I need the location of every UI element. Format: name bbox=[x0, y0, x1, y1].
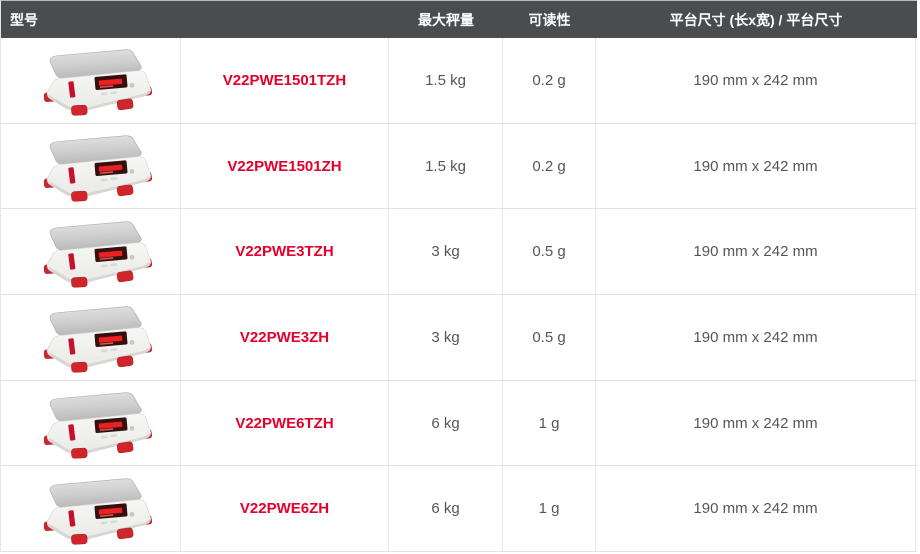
platform-size-value: 190 mm x 242 mm bbox=[693, 71, 818, 89]
bench-scale-product-image[interactable] bbox=[16, 298, 166, 376]
header-cell-capacity: 最大秤量 bbox=[418, 11, 474, 28]
table-row: V22PWE3TZH 3 kg 0.5 g 190 mm x 242 mm bbox=[1, 209, 917, 296]
readability-value: 1 g bbox=[538, 414, 560, 432]
table-row: V22PWE1501ZH 1.5 kg 0.2 g 190 mm x 242 m… bbox=[1, 123, 917, 210]
capacity-value: 6 kg bbox=[431, 414, 460, 432]
capacity-value: 1.5 kg bbox=[425, 157, 466, 175]
table-header-row: 型号 最大秤量 可读性 平台尺寸 (长x宽) / 平台尺寸 bbox=[1, 1, 917, 38]
platform-size-value: 190 mm x 242 mm bbox=[693, 414, 818, 432]
model-link[interactable]: V22PWE1501ZH bbox=[227, 157, 342, 175]
product-image-cell[interactable] bbox=[1, 295, 181, 380]
capacity-value: 6 kg bbox=[431, 500, 460, 518]
bench-scale-product-image[interactable] bbox=[16, 213, 166, 291]
product-image-cell[interactable] bbox=[1, 38, 181, 123]
platform-size-value: 190 mm x 242 mm bbox=[693, 243, 818, 261]
readability-value: 0.5 g bbox=[532, 328, 566, 346]
bench-scale-product-image[interactable] bbox=[16, 384, 166, 462]
model-link[interactable]: V22PWE3ZH bbox=[239, 328, 330, 346]
bench-scale-product-image[interactable] bbox=[16, 470, 166, 548]
capacity-value: 3 kg bbox=[431, 328, 460, 346]
table-row: V22PWE6ZH 6 kg 1 g 190 mm x 242 mm bbox=[1, 466, 917, 553]
readability-value: 1 g bbox=[538, 500, 560, 518]
platform-size-value: 190 mm x 242 mm bbox=[693, 328, 818, 346]
capacity-value: 3 kg bbox=[431, 243, 460, 261]
header-cell-readability: 可读性 bbox=[528, 11, 571, 28]
model-link[interactable]: V22PWE3TZH bbox=[235, 243, 334, 261]
readability-value: 0.2 g bbox=[532, 71, 566, 89]
table-row: V22PWE3ZH 3 kg 0.5 g 190 mm x 242 mm bbox=[1, 295, 917, 381]
bench-scale-product-image[interactable] bbox=[16, 127, 166, 205]
bench-scale-product-image[interactable] bbox=[16, 41, 166, 119]
product-image-cell[interactable] bbox=[1, 209, 181, 295]
product-image-cell[interactable] bbox=[1, 380, 181, 466]
product-image-cell[interactable] bbox=[1, 123, 181, 209]
readability-value: 0.2 g bbox=[532, 157, 566, 175]
header-cell-model: 型号 bbox=[10, 11, 38, 28]
header-cell-platform: 平台尺寸 (长x宽) / 平台尺寸 bbox=[669, 11, 843, 28]
capacity-value: 1.5 kg bbox=[425, 71, 466, 89]
model-link[interactable]: V22PWE6TZH bbox=[235, 414, 334, 432]
readability-value: 0.5 g bbox=[532, 243, 566, 261]
table-row: V22PWE6TZH 6 kg 1 g 190 mm x 242 mm bbox=[1, 380, 917, 467]
table-row: V22PWE1501TZH 1.5 kg 0.2 g 190 mm x 242 … bbox=[1, 38, 917, 124]
model-link[interactable]: V22PWE6ZH bbox=[239, 500, 330, 518]
platform-size-value: 190 mm x 242 mm bbox=[693, 157, 818, 175]
platform-size-value: 190 mm x 242 mm bbox=[693, 500, 818, 518]
product-image-cell[interactable] bbox=[1, 466, 181, 552]
model-link[interactable]: V22PWE1501TZH bbox=[222, 71, 347, 89]
